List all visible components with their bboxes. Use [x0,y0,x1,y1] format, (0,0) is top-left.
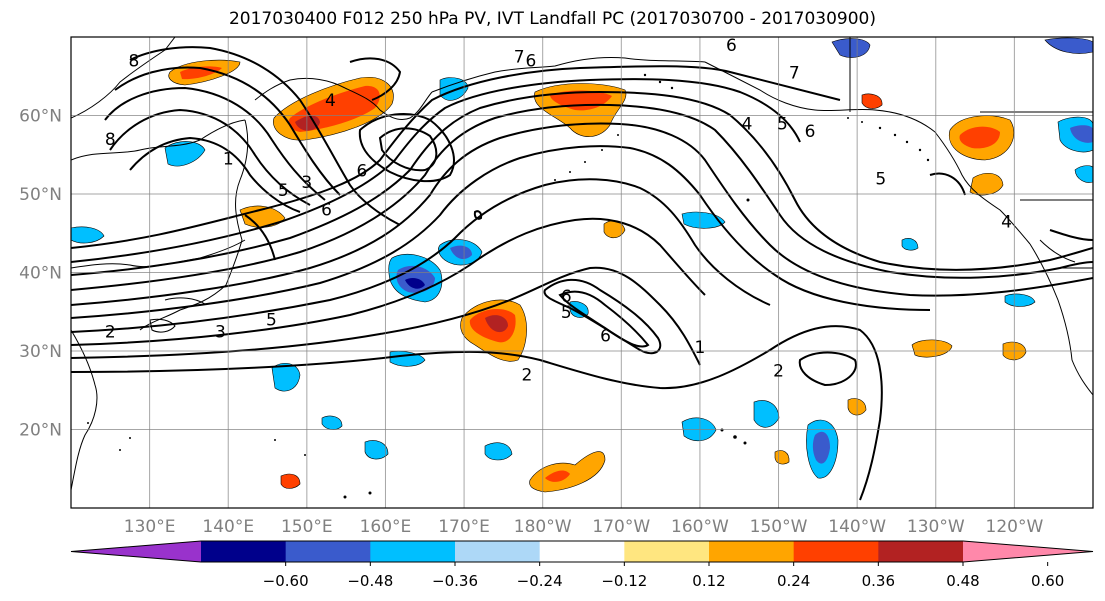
colorbar-tick-label: 0.12 [692,572,725,590]
contour-label: 4 [325,91,336,111]
x-tick-label: 140°W [828,517,886,537]
pv-negative-blob [484,442,513,461]
colorbar-tick-label: −0.48 [347,572,393,590]
colorbar-segment [201,541,287,562]
contour-label: 5 [561,303,572,323]
pv-negative-blob [71,226,105,244]
x-tick-label: 160°E [360,517,412,537]
contour-label: 5 [875,169,886,189]
colorbar-tick-label: 0.36 [862,572,895,590]
x-axis-ticks: 130°E 140°E 150°E 160°E 170°E 180°W 170°W 160°W… [124,517,1044,537]
colorbar-segment [793,541,879,562]
pv-negative-blob [806,419,839,479]
colorbar-segment [878,541,964,562]
grid-lines [71,37,1093,508]
contour-label: 6 [321,201,332,221]
colorbar-segment [709,541,795,562]
x-tick-label: 120°W [986,517,1044,537]
pv-positive-blob [911,339,953,358]
chart-title: 2017030400 F012 250 hPa PV, IVT Landfall… [228,9,876,29]
colorbar-tick-label: 0.48 [946,572,979,590]
y-axis-ticks: 20°N 30°N 40°N 50°N 60°N [19,107,62,441]
contour-label: 3 [215,322,226,342]
map-layers [71,37,1093,508]
pv-negative-blob [831,38,871,58]
contour-label: 6 [600,326,611,346]
pv-positive-blob [948,115,1015,161]
x-tick-label: 130°E [124,517,176,537]
pv-negative-blob [271,362,301,392]
colorbar-tick-label: −0.24 [517,572,563,590]
pv-negative-blob [1004,293,1036,307]
pv-negative-blob [321,415,343,430]
pv-negative-blob [439,77,469,101]
y-tick-label: 50°N [19,185,62,205]
colorbar-segment [455,541,541,562]
pv-negative-blob [901,238,919,251]
contour-label: 3 [301,173,312,193]
pv-positive-blob [861,93,883,109]
x-tick-label: 130°W [907,517,965,537]
y-tick-label: 20°N [19,421,62,441]
x-tick-label: 170°W [592,517,650,537]
colorbar: −0.60 −0.48 −0.36 −0.24 −0.12 0.12 0.24 0.36 0.4… [70,540,1094,590]
contour-label: 1 [223,150,234,170]
contour-label: 8 [128,52,139,72]
pv-negative-blob [1074,165,1093,183]
contour-label: 8 [105,130,116,150]
y-tick-label: 60°N [19,107,62,127]
ivt-line-contours [71,46,1093,501]
contour-label: 6 [726,36,737,56]
pv-negative-blob [438,239,483,266]
y-tick-label: 40°N [19,264,62,284]
pv-negative-blob [1044,37,1093,54]
x-tick-label: 140°E [202,517,254,537]
contour-label: 2 [773,362,784,382]
colorbar-extend-max [963,541,1093,562]
pv-positive-blob [529,451,606,493]
contour-label: 2 [522,366,533,386]
pv-negative-blob [164,141,206,167]
pv-positive-blob [273,77,394,141]
colorbar-tick-label: −0.12 [601,572,647,590]
contour-label: 6 [561,287,572,307]
colorbar-outline [70,540,1094,563]
colorbar-tick-label: 0.60 [1031,572,1064,590]
colorbar-tick-label: −0.60 [263,572,309,590]
colorbar-segment [285,541,371,562]
colorbar-segment [624,541,710,562]
contour-label: 7 [514,48,525,68]
contour-label: 5 [266,311,277,331]
colorbar-segment [370,541,456,562]
x-tick-label: 180°W [514,517,572,537]
contour-label: 6 [805,122,816,142]
colorbar-tick-label: 0.24 [777,572,810,590]
contour-label: 6 [525,52,536,72]
colorbar-segment [539,541,625,562]
x-tick-label: 150°E [281,517,333,537]
x-tick-label: 150°W [750,517,808,537]
colorbar-extend-min [71,541,201,562]
contour-label: 1 [695,338,706,358]
pv-negative-blob [1057,116,1093,153]
x-tick-label: 160°W [671,517,729,537]
y-tick-label: 30°N [19,342,62,362]
contour-label: 7 [789,63,800,83]
x-tick-label: 170°E [438,517,490,537]
map-frame [70,36,1094,509]
contour-label: 6 [356,161,367,181]
contour-label: 5 [278,181,289,201]
contour-label: 4 [1001,212,1012,232]
colorbar-tick-label: −0.36 [432,572,478,590]
contour-label: 5 [777,114,788,134]
coastlines [71,37,1093,508]
pv-positive-blob [460,299,527,362]
pv-negative-blob [364,440,389,460]
pv-positive-blob [280,473,301,489]
contour-label: 4 [742,114,753,134]
contour-label: 2 [105,322,116,342]
